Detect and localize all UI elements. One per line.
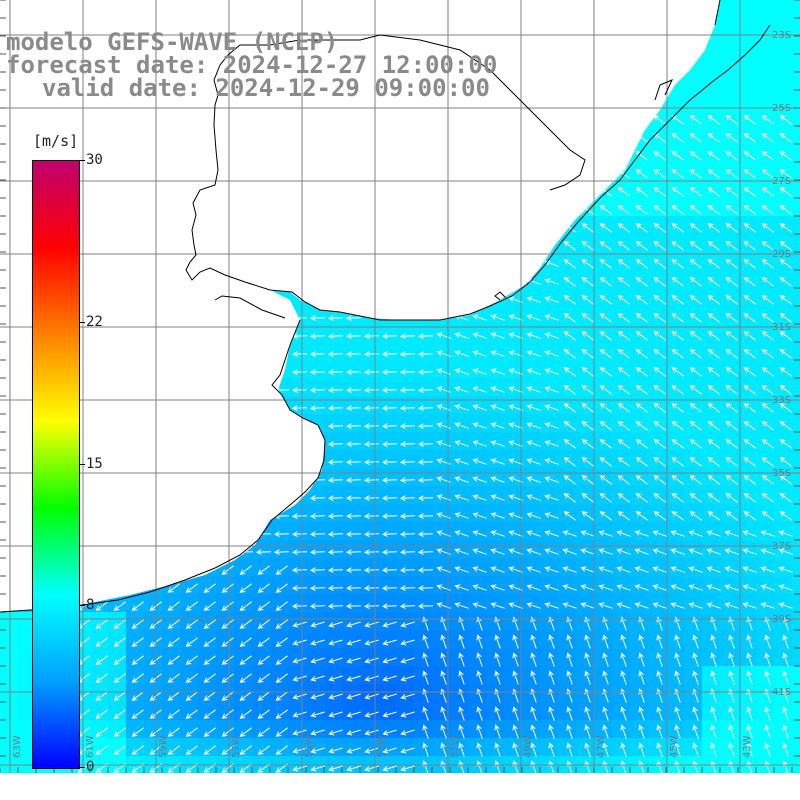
longitude-label: 57W xyxy=(231,735,242,758)
colorbar-tick-mark xyxy=(79,767,85,768)
wind-arrow-field xyxy=(77,115,793,775)
lat-lon-grid xyxy=(0,0,800,773)
latitude-label: 41S xyxy=(772,687,792,698)
longitude-label: 49W xyxy=(523,735,534,758)
longitude-label: 63W xyxy=(12,735,23,758)
colorbar-tick-mark xyxy=(79,463,85,465)
colorbar-unit: [m/s] xyxy=(33,132,79,150)
colorbar-tick-label: 0 xyxy=(86,759,95,775)
coastline xyxy=(0,0,771,613)
longitude-label: 45W xyxy=(669,735,680,758)
latitude-label: 25S xyxy=(772,103,792,114)
colorbar-tick-mark xyxy=(79,605,85,607)
wind-arrows xyxy=(77,115,793,775)
longitude-label: 47W xyxy=(596,735,607,758)
latitude-label: 39S xyxy=(772,614,792,625)
colorbar-tick-label: 30 xyxy=(86,152,103,168)
colorbar-tick-label: 8 xyxy=(86,597,95,614)
latitude-label: 37S xyxy=(772,541,792,552)
colorbar-tick-mark xyxy=(79,321,85,323)
latitude-label: 27S xyxy=(772,176,792,187)
title-forecast-date: forecast date: 2024-12-27 12:00:00 xyxy=(6,51,498,79)
colorbar xyxy=(32,160,80,769)
latitude-label: 31S xyxy=(772,322,792,333)
title-valid-date: valid date: 2024-12-29 09:00:00 xyxy=(42,74,490,102)
colorbar-tick-label: 22 xyxy=(86,313,103,330)
colorbar-tick-label: 15 xyxy=(86,455,103,472)
longitude-label: 51W xyxy=(450,735,461,758)
longitude-label: 43W xyxy=(742,735,753,758)
colorbar-tick-mark xyxy=(79,160,85,161)
latitude-label: 23S xyxy=(772,30,792,41)
latitude-label: 35S xyxy=(772,468,792,479)
title-model: modelo GEFS-WAVE (NCEP) xyxy=(6,28,339,56)
latitude-label: 29S xyxy=(772,249,792,260)
longitude-label: 59W xyxy=(158,735,169,758)
longitude-label: 55W xyxy=(304,735,315,758)
latitude-label: 33S xyxy=(772,395,792,406)
longitude-label: 53W xyxy=(377,735,388,758)
longitude-label: 61W xyxy=(85,735,96,758)
